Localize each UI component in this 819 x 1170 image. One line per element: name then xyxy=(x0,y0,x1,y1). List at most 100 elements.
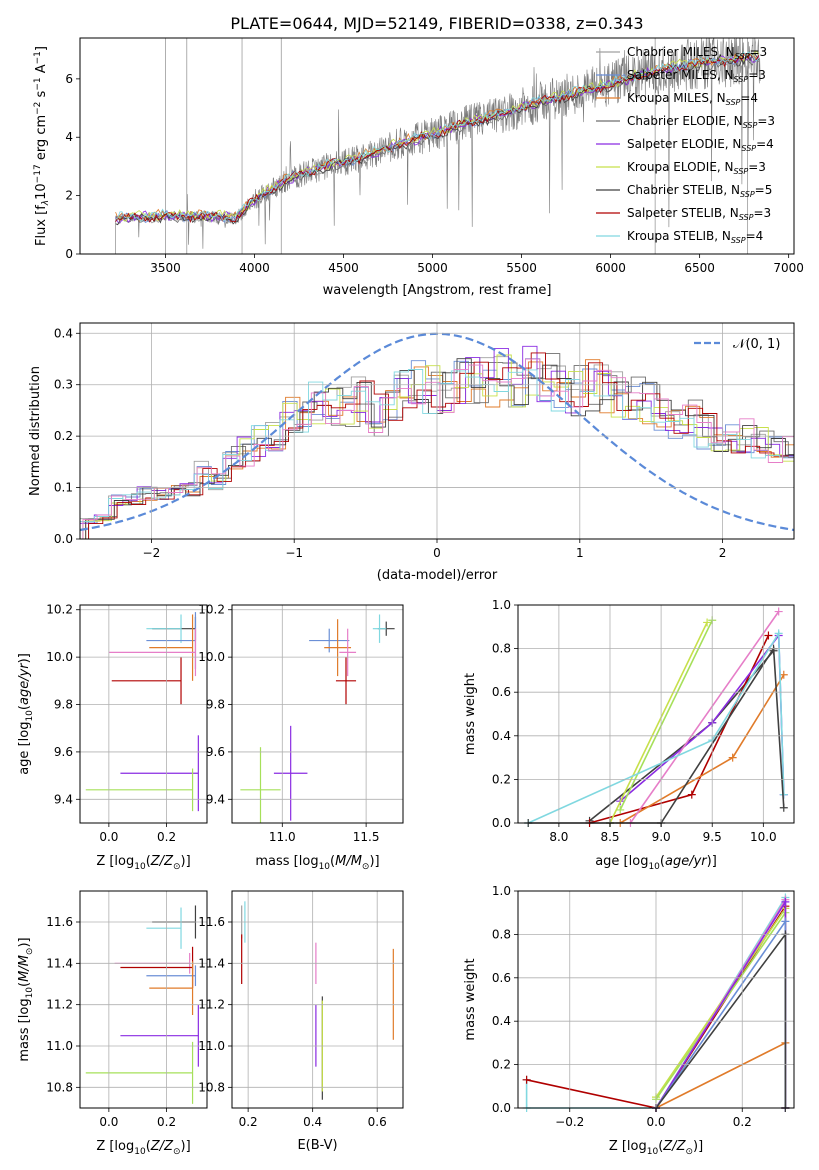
errorbar-point xyxy=(335,657,357,705)
x-tick-label: 0.4 xyxy=(303,1115,322,1129)
errorbar-point xyxy=(85,1041,194,1104)
x-tick-label: 5500 xyxy=(506,261,537,275)
series-line xyxy=(629,611,780,824)
series-line xyxy=(655,899,787,1109)
massweight-vs-Z-panel: Z [log10(Z/Z⊙)] mass weight xyxy=(463,893,790,1157)
data-marker xyxy=(774,629,783,638)
data-marker xyxy=(774,607,783,616)
histogram-series xyxy=(88,352,794,539)
data-marker xyxy=(779,803,788,812)
y-axis-label: mass [log10(M/M⊙)] xyxy=(17,937,35,1061)
errorbar-point xyxy=(108,628,197,677)
series xyxy=(626,607,783,827)
massweight-vs-age-panel: age [log10(age/yr)] mass weight xyxy=(463,607,788,872)
series-line xyxy=(619,619,713,811)
y-tick-label: 0.3 xyxy=(54,378,73,392)
massweight-vs-age-frame: 8.0 8.5 9.0 9.5 10.0 0.0 0.2 0.4 0.6 0.8 1.0 xyxy=(492,598,795,844)
y-tick-label: 9.8 xyxy=(54,698,73,712)
mass-vs-ebv-frame: 0.2 0.4 0.6 10.8 11.0 11.2 11.4 11.6 xyxy=(198,890,404,1129)
data-marker xyxy=(616,805,625,814)
panels-container: Chabrier MILES, NSSP=3 Salpeter MILES, NS… xyxy=(17,37,804,1157)
series-line xyxy=(655,918,787,1109)
errorbar-point xyxy=(309,628,350,653)
data-marker xyxy=(687,790,696,799)
axes-frame xyxy=(79,37,795,255)
y-tick-label: 11.2 xyxy=(198,998,225,1012)
data-marker xyxy=(522,1075,531,1084)
x-tick-label: 0.2 xyxy=(157,1115,176,1129)
y-tick-label: 11.6 xyxy=(198,915,225,929)
series-line xyxy=(609,622,708,824)
y-tick-label: 9.4 xyxy=(206,792,225,806)
x-tick-label: 9.5 xyxy=(703,830,722,844)
y-tick-label: 11.6 xyxy=(46,915,73,929)
y-tick-label: 0.8 xyxy=(492,927,511,941)
massweight-vs-Z-axes xyxy=(518,890,794,1109)
model-line xyxy=(115,52,760,226)
x-tick-label: 0.6 xyxy=(368,1115,387,1129)
massweight-vs-age-axes xyxy=(518,604,794,824)
errorbar-point xyxy=(85,768,194,812)
age-vs-mass-frame: 11.0 11.5 9.4 9.6 9.8 10.0 10.2 xyxy=(198,603,404,844)
histogram-series xyxy=(85,358,794,539)
data-marker xyxy=(703,618,712,627)
data-marker xyxy=(781,917,790,926)
y-axis-label: mass weight xyxy=(463,958,478,1040)
x-tick-label: 0.2 xyxy=(733,1115,752,1129)
mass-vs-Z-frame: 0.0 0.2 10.8 11.0 11.2 11.4 11.6 xyxy=(46,890,208,1129)
y-tick-label: 0.0 xyxy=(492,816,511,830)
x-tick-label: 9.0 xyxy=(652,830,671,844)
x-tick-label: 11.5 xyxy=(353,830,380,844)
x-tick-label: 6500 xyxy=(684,261,715,275)
residuals-axes xyxy=(80,323,794,540)
y-tick-label: 0.6 xyxy=(492,971,511,985)
x-tick-label: 3500 xyxy=(150,261,181,275)
series-line xyxy=(619,674,785,824)
x-tick-label: 5000 xyxy=(417,261,448,275)
mass-vs-Z-axes xyxy=(80,891,207,1108)
x-tick-label: 0.0 xyxy=(646,1115,665,1129)
age-vs-Z-frame: 0.0 0.2 9.4 9.6 9.8 10.0 10.2 xyxy=(46,603,208,844)
errorbar-point xyxy=(146,612,197,669)
y-axis-label: age [log10(age/yr)] xyxy=(17,653,35,775)
y-tick-label: 11.4 xyxy=(46,956,73,970)
legend-label: Chabrier ELODIE, NSSP=3 xyxy=(627,114,775,130)
x-tick-label: 7000 xyxy=(773,261,804,275)
y-tick-label: 0.4 xyxy=(54,326,73,340)
y-tick-label: 11.0 xyxy=(198,1039,225,1053)
x-tick-label: 0.2 xyxy=(157,830,176,844)
x-tick-label: −2 xyxy=(143,546,161,560)
x-axis-label: E(B-V) xyxy=(297,1138,337,1153)
y-tick-label: 0.2 xyxy=(492,772,511,786)
legend-label: Kroupa ELODIE, NSSP=3 xyxy=(627,160,766,176)
series xyxy=(616,670,788,827)
axes-frame xyxy=(79,890,208,1109)
y-tick-label: 11.2 xyxy=(46,998,73,1012)
y-tick-label: 0 xyxy=(65,247,73,261)
y-axis-label: Normed distribution xyxy=(28,366,43,496)
x-axis-label: (data-model)/error xyxy=(377,568,498,583)
legend-label: Salpeter MILES, NSSP=3 xyxy=(627,68,766,84)
y-tick-label: 0.1 xyxy=(54,481,73,495)
x-axis-label: Z [log10(Z/Z⊙)] xyxy=(96,1139,190,1157)
axes-frame xyxy=(231,604,404,824)
legend-label: Kroupa MILES, NSSP=4 xyxy=(627,91,758,107)
x-axis-label: age [log10(age/yr)] xyxy=(595,854,717,872)
series xyxy=(652,917,790,1112)
mass-weight-series xyxy=(524,607,788,827)
y-tick-label: 0.6 xyxy=(492,685,511,699)
y-tick-label: 4 xyxy=(65,130,73,144)
errorbar-point xyxy=(240,747,281,823)
errorbar-point xyxy=(339,628,357,677)
x-tick-label: 2 xyxy=(719,546,727,560)
x-tick-label: 1 xyxy=(576,546,584,560)
y-tick-label: 1.0 xyxy=(492,598,511,612)
axes-frame xyxy=(79,604,208,824)
y-tick-label: 9.8 xyxy=(206,698,225,712)
spectrum-lines xyxy=(115,38,761,254)
y-tick-label: 10.2 xyxy=(46,603,73,617)
y-tick-label: 10.8 xyxy=(198,1080,225,1094)
age-vs-Z-axes xyxy=(80,605,207,823)
y-tick-label: 9.4 xyxy=(54,792,73,806)
errorbars xyxy=(241,901,394,1100)
